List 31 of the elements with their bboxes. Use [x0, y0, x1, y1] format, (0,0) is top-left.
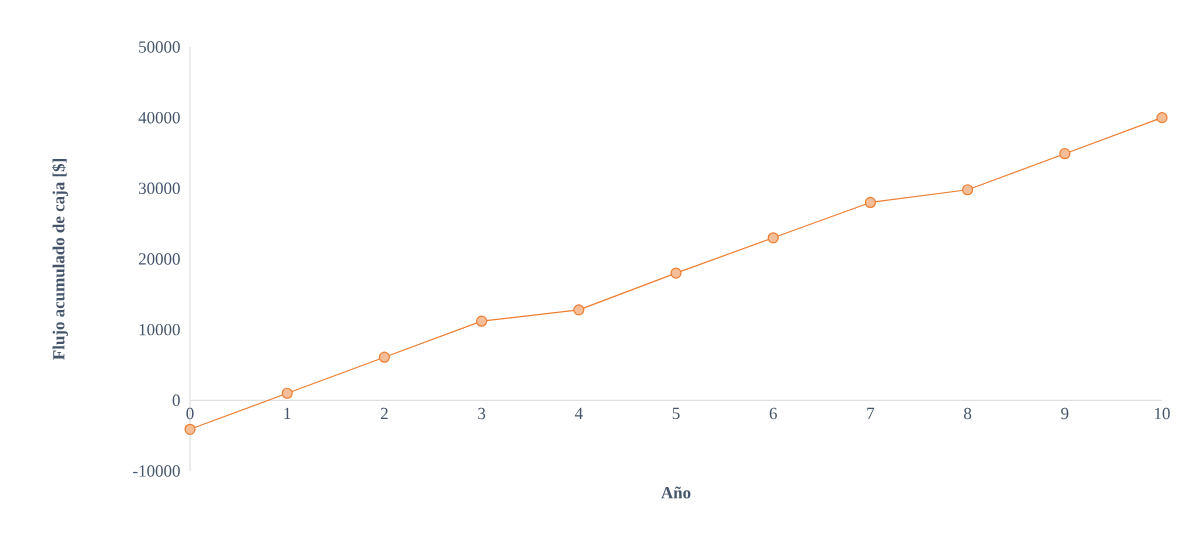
x-tick-label: 7 [867, 407, 875, 419]
y-tick-label: -10000 [133, 465, 180, 477]
x-tick-label: 9 [1061, 407, 1069, 420]
point [1156, 112, 1168, 124]
y-tick-label: 10000 [139, 323, 180, 336]
y-tick-label: 30000 [138, 182, 180, 195]
x-tick-label: 2 [380, 407, 388, 420]
point [476, 315, 488, 327]
x-tick-label: 4 [574, 407, 583, 419]
point [1059, 148, 1071, 160]
point [184, 423, 196, 435]
point [281, 387, 293, 399]
point [767, 232, 779, 244]
y-tick-label: 50000 [139, 41, 180, 53]
x-tick-label: 0 [186, 407, 194, 420]
x-tick-label: 10 [1155, 407, 1170, 420]
point [962, 184, 974, 196]
point [670, 267, 682, 279]
x-tick-label: 3 [478, 407, 486, 420]
y-tick-label: 20000 [138, 253, 180, 265]
y-tick-label: 0 [172, 394, 180, 407]
x-tick-label: 8 [964, 407, 972, 420]
x-tick-label: 5 [672, 407, 680, 420]
y-tick-label: 40000 [138, 111, 180, 124]
y-axis-title: Flujo acumulado de caja [$] [52, 159, 68, 360]
point [573, 304, 585, 316]
x-axis-title: Año [661, 486, 691, 499]
point [378, 351, 391, 363]
x-tick-label: 1 [284, 407, 291, 420]
point [864, 196, 877, 209]
x-tick-label: 6 [769, 407, 777, 420]
